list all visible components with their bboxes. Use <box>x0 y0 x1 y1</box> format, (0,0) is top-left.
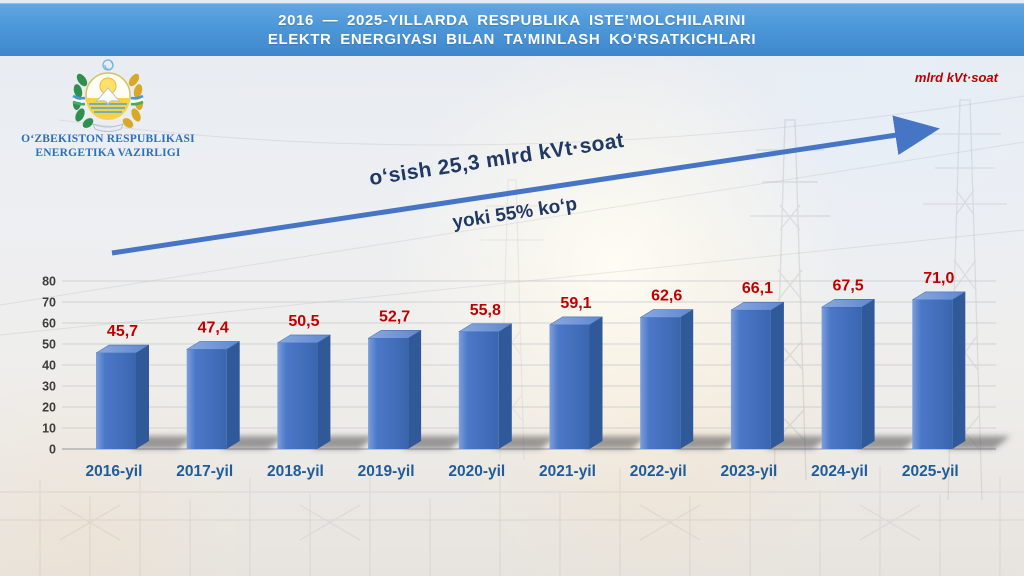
x-axis-label: 2025-yil <box>902 463 959 480</box>
bar-side-face <box>589 316 603 449</box>
x-axis-label: 2017-yil <box>176 463 233 480</box>
bar-value-label: 71,0 <box>923 270 954 287</box>
x-axis-label: 2018-yil <box>267 463 324 480</box>
bar-side-face <box>226 341 240 449</box>
unit-label: mlrd kVt·soat <box>914 70 998 85</box>
y-axis-tick: 10 <box>42 422 56 436</box>
bar-2020-yil <box>458 331 499 449</box>
bar-side-face <box>952 291 966 449</box>
bar-2016-yil <box>96 353 136 449</box>
y-axis-tick: 0 <box>49 443 56 457</box>
bar-side-face <box>770 302 784 449</box>
title-line-2: ELEKTR ENERGIYASI BILAN TA’MINLASH KOʻRS… <box>267 31 757 48</box>
x-axis-label: 2019-yil <box>358 463 415 480</box>
x-axis-label: 2023-yil <box>720 463 777 480</box>
bar-2025-yil <box>912 299 953 449</box>
bar-chart: 0 10 20 30 40 50 60 70 80 45,7 2016-yil 47,4 2017-yi… <box>0 250 1024 490</box>
y-axis-tick: 80 <box>42 275 56 289</box>
bar-side-face <box>498 323 512 449</box>
y-axis-tick: 30 <box>42 380 56 394</box>
percent-annotation: yoki 55% koʻp <box>451 193 579 234</box>
bar-side-face <box>861 299 875 449</box>
bar-value-label: 50,5 <box>288 313 319 330</box>
bar-2024-yil <box>821 307 862 449</box>
bar-chart-canvas: 0 10 20 30 40 50 60 70 80 45,7 2016-yil 47,4 2017-yi… <box>42 270 1011 480</box>
y-axis-tick: 60 <box>42 317 56 331</box>
x-axis-label: 2022-yil <box>630 463 687 480</box>
x-axis-label: 2024-yil <box>811 463 868 480</box>
ministry-logo: OʻZBEKISTON RESPUBLIKASI ENERGETIKA VAZI… <box>12 58 204 160</box>
x-axis-label: 2020-yil <box>448 463 505 480</box>
bar-2023-yil <box>730 310 771 449</box>
y-axis-tick: 40 <box>42 359 56 373</box>
title-banner: 2016 — 2025-YILLARDA RESPUBLIKA ISTE’MOL… <box>0 3 1024 56</box>
bar-value-label: 66,1 <box>742 280 773 297</box>
bar-value-label: 59,1 <box>560 295 591 312</box>
bar-2017-yil <box>186 349 227 449</box>
bar-2022-yil <box>640 317 681 449</box>
bar-2019-yil <box>368 338 409 449</box>
bar-value-label: 62,6 <box>651 288 682 305</box>
bar-side-face <box>136 345 149 449</box>
bar-2021-yil <box>549 324 590 449</box>
bar-top-face <box>185 341 241 350</box>
bar-side-face <box>317 334 331 449</box>
ministry-name-line-2: ENERGETIKA VAZIRLIGI <box>35 147 181 159</box>
bar-value-label: 45,7 <box>107 323 138 340</box>
x-axis-label: 2016-yil <box>86 463 143 480</box>
growth-annotation: oʻsish 25,3 mlrd kVt·soat <box>367 128 626 191</box>
bar-side-face <box>408 330 422 449</box>
bar-value-label: 67,5 <box>833 277 864 294</box>
y-axis-tick: 70 <box>42 296 56 310</box>
bar-value-label: 52,7 <box>379 308 410 325</box>
bar-value-label: 55,8 <box>470 302 501 319</box>
bar-side-face <box>680 309 694 449</box>
bar-top-face <box>911 291 967 301</box>
title-line-1: 2016 — 2025-YILLARDA RESPUBLIKA ISTE’MOL… <box>278 12 746 29</box>
bar-2018-yil <box>277 342 318 449</box>
uzbekistan-emblem-icon <box>72 59 144 132</box>
ministry-name-line-1: OʻZBEKISTON RESPUBLIKASI <box>21 133 195 145</box>
bar-value-label: 47,4 <box>198 319 229 336</box>
y-axis-tick: 20 <box>42 401 56 415</box>
y-axis-tick: 50 <box>42 338 56 352</box>
x-axis-label: 2021-yil <box>539 463 596 480</box>
